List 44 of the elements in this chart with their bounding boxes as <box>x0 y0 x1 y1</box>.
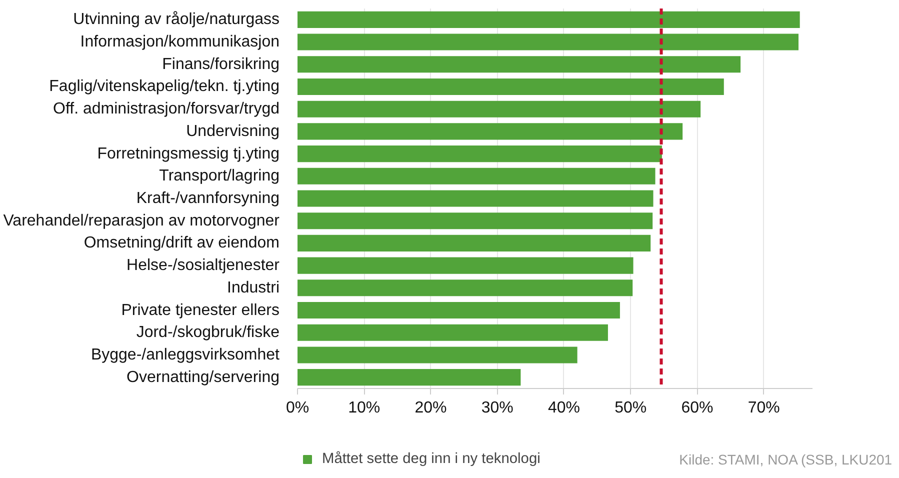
bar <box>298 190 654 207</box>
y-tick-label: Private tjenester ellers <box>121 302 280 319</box>
y-tick-label: Forretningsmessig tj.yting <box>97 145 280 162</box>
legend-label: Måttet sette deg inn i ny teknologi <box>322 450 540 469</box>
bar <box>298 212 653 230</box>
y-tick-label: Overnatting/servering <box>126 368 280 386</box>
bar <box>298 34 799 50</box>
bar <box>298 11 800 28</box>
y-tick-label: Utvinning av råolje/naturgass <box>73 11 280 28</box>
y-tick-label: Transport/lagring <box>159 168 280 185</box>
y-tick-label: Jord-/skogbruk/fiske <box>136 324 280 342</box>
y-tick-label: Varehandel/reparasjon av motorvogner <box>3 212 280 230</box>
x-tick-label: 60% <box>681 400 714 416</box>
bar <box>298 346 578 364</box>
bar <box>298 123 683 140</box>
x-tick-label: 0% <box>286 400 310 416</box>
text: Kilde: STAMI, NOA (SSB, LKU201 <box>679 452 892 468</box>
bar <box>298 56 741 73</box>
x-tick-label: 70% <box>748 400 780 416</box>
y-tick-label: Industri <box>227 279 280 296</box>
x-tick-label: 30% <box>481 400 514 416</box>
bar <box>298 369 521 386</box>
x-tick-label: 50% <box>614 400 647 416</box>
y-tick-label: Kraft-/vannforsyning <box>136 190 280 207</box>
bar <box>298 257 634 274</box>
y-tick-label: Undervisning <box>186 122 280 140</box>
y-tick-label: Informasjon/kommunikasjon <box>80 34 280 51</box>
bar <box>298 234 651 252</box>
y-tick-label: Off. administrasjon/forsvar/trygd <box>53 100 280 118</box>
bar <box>298 146 662 162</box>
bar <box>298 324 608 341</box>
bar <box>298 168 656 184</box>
bar <box>298 302 620 319</box>
y-tick-label: Omsetning/drift av eiendom <box>84 234 280 252</box>
bar <box>298 280 633 296</box>
y-tick-label: Helse-/sosialtjenester <box>126 257 280 274</box>
y-tick-label: Faglig/vitenskapelig/tekn. tj.yting <box>49 78 280 96</box>
x-tick-label: 40% <box>548 400 580 416</box>
bar <box>298 78 724 96</box>
x-tick-label: 20% <box>414 400 447 416</box>
bar <box>298 100 701 118</box>
y-tick-label: Finans/forsikring <box>162 56 280 73</box>
x-tick-label: 10% <box>348 400 380 416</box>
y-tick-label: Bygge-/anleggsvirksomhet <box>90 346 280 364</box>
